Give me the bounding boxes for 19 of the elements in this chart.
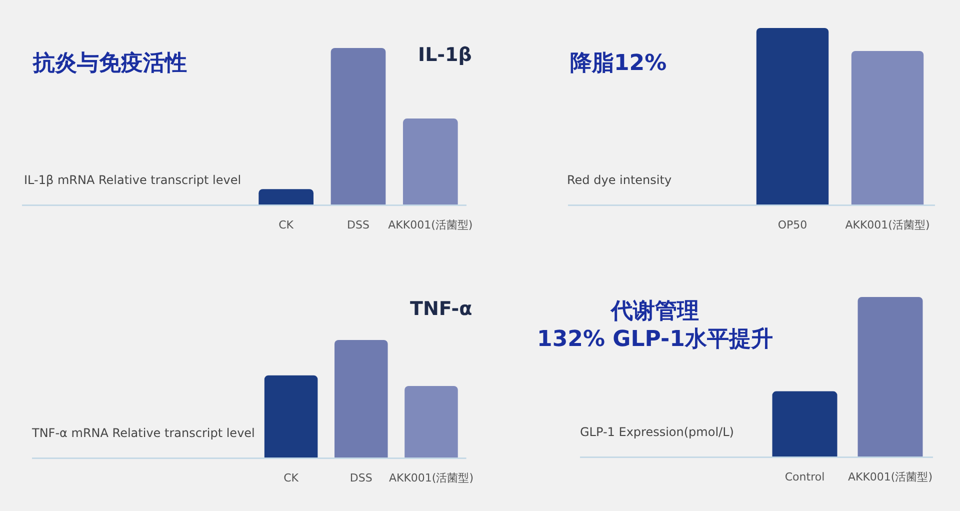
x-tick-label: CK bbox=[278, 218, 294, 232]
y-axis-title: IL-1β mRNA Relative transcript level bbox=[24, 172, 242, 187]
text: 代谢管理 132% GLP-1水平提升 bbox=[536, 298, 774, 354]
chart-subtitle: TNF-α bbox=[410, 298, 472, 320]
x-tick-label: DSS bbox=[350, 471, 372, 484]
chart-subtitle: IL-1β bbox=[418, 44, 472, 66]
x-tick-label: OP50 bbox=[778, 218, 808, 232]
x-tick-label: CK bbox=[284, 471, 300, 484]
x-tick-label: AKK001(活菌型) bbox=[848, 470, 933, 484]
x-tick-label: DSS bbox=[347, 218, 370, 232]
x-tick-label: Control bbox=[784, 470, 825, 484]
y-axis-title: GLP-1 Expression(pmol/L) bbox=[580, 424, 734, 439]
y-axis-title: Red dye intensity bbox=[567, 172, 672, 187]
text: 降脂12% bbox=[570, 50, 667, 78]
x-tick-label: AKK001(活菌型) bbox=[388, 471, 474, 484]
x-tick-label: AKK001(活菌型) bbox=[845, 218, 930, 232]
chart-title: 抗炎与免疫活性 bbox=[33, 50, 187, 78]
y-axis-title: TNF-α mRNA Relative transcript level bbox=[31, 426, 255, 440]
x-tick-label: AKK001(活菌型) bbox=[388, 218, 473, 232]
